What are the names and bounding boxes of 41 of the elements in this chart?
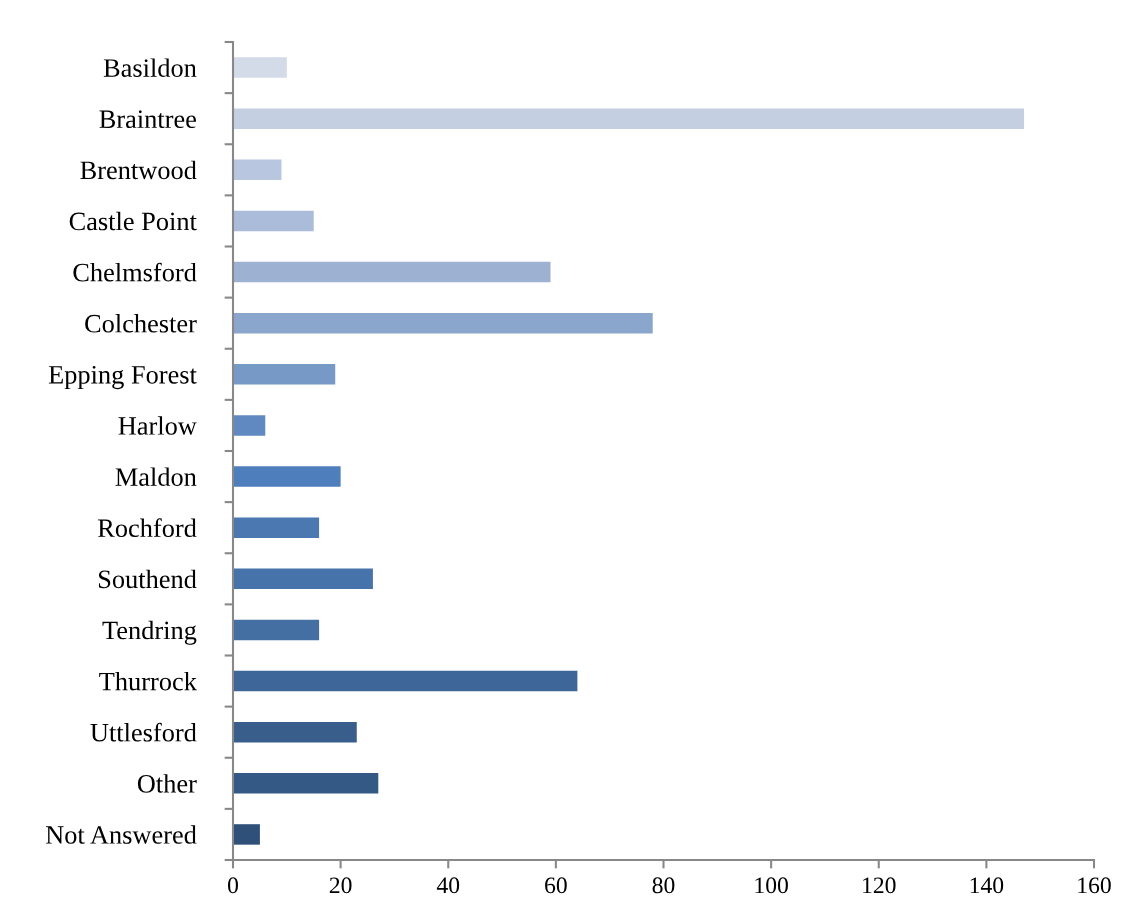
bar xyxy=(233,210,314,232)
y-tick-label: Maldon xyxy=(115,467,197,486)
y-tick-label: Tendring xyxy=(102,620,197,645)
y-tick-label: Uttlesford xyxy=(90,722,197,742)
x-tick-label: 80 xyxy=(652,877,675,894)
y-tick-label: Castle Point xyxy=(69,211,197,231)
y-tick-label: Chelmsford xyxy=(73,262,197,282)
x-tick-label: 160 xyxy=(1078,877,1111,894)
y-tick-label: Not Answered xyxy=(45,825,197,844)
y-tick-label: Southend xyxy=(98,569,197,589)
y-tick-label: Rochford xyxy=(97,518,197,538)
bar xyxy=(233,415,266,436)
y-tick-label: Brentwood xyxy=(80,160,197,180)
bar xyxy=(233,57,287,78)
bar xyxy=(233,261,551,283)
x-tick-label: 40 xyxy=(436,877,460,894)
y-tick-label: Other xyxy=(137,774,197,793)
bar xyxy=(233,619,320,641)
bar xyxy=(233,568,373,590)
bar xyxy=(233,517,320,538)
x-tick-label: 140 xyxy=(970,877,1004,894)
y-tick-label: Harlow xyxy=(118,416,197,435)
bar xyxy=(233,364,336,385)
bar xyxy=(233,159,282,181)
bar xyxy=(233,721,357,743)
bar xyxy=(233,773,379,794)
bar xyxy=(233,108,1025,129)
bar xyxy=(233,466,341,487)
x-tick-label: 0 xyxy=(228,877,238,894)
bar xyxy=(233,670,578,692)
x-tick-label: 100 xyxy=(755,877,788,894)
y-tick-label: Colchester xyxy=(85,314,197,333)
x-tick-label: 20 xyxy=(329,877,352,894)
y-tick-label: Braintree xyxy=(99,110,196,129)
bar xyxy=(233,312,653,334)
y-tick-label: Epping Forest xyxy=(48,365,197,390)
y-tick-label: Thurrock xyxy=(99,671,197,691)
x-tick-label: 60 xyxy=(545,877,567,894)
y-tick-label: Basildon xyxy=(103,58,197,77)
bar xyxy=(233,824,260,845)
x-tick-label: 120 xyxy=(863,877,896,894)
